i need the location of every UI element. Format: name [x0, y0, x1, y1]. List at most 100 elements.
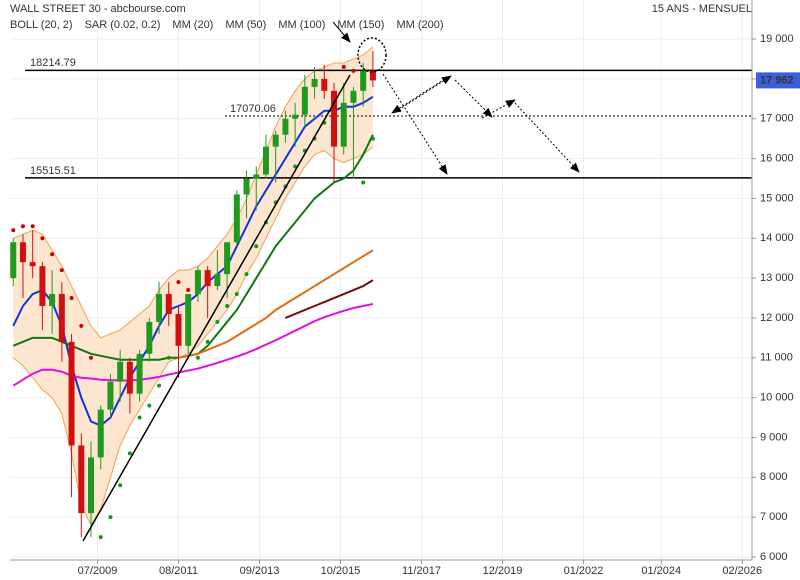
y-tick-label: 12 000: [760, 312, 794, 324]
candle-body: [301, 86, 308, 115]
x-tick-label: 01/2024: [641, 565, 681, 577]
level-label: 18214.79: [30, 57, 76, 69]
y-tick-label: 9 000: [760, 431, 788, 443]
candle-body: [97, 409, 104, 458]
x-tick-label: 09/2013: [240, 565, 280, 577]
candle-body: [243, 178, 250, 195]
candle-body: [204, 270, 211, 287]
sar-dot: [59, 268, 64, 273]
last-price-label: 17 962: [760, 74, 794, 86]
y-tick-label: 14 000: [760, 232, 794, 244]
legend-entry: BOLL (20, 2): [10, 19, 73, 31]
sar-dot: [11, 228, 16, 233]
sar-dot: [137, 415, 142, 420]
sar-dot: [341, 64, 346, 69]
legend-entry: MM (50): [225, 19, 266, 31]
sar-dot: [147, 403, 152, 408]
x-tick-label: 11/2017: [402, 565, 441, 577]
y-tick-label: 13 000: [760, 272, 794, 284]
sar-dot: [98, 535, 103, 540]
chart-subtitle: 15 ANS - MENSUEL: [652, 3, 752, 15]
candle-body: [233, 194, 240, 243]
sar-dot: [351, 68, 356, 73]
candle-body: [49, 294, 56, 306]
candle-body: [175, 313, 182, 346]
legend-entry: SAR (0.02, 0.2): [85, 19, 161, 31]
sar-dot: [127, 451, 132, 456]
candle-body: [360, 70, 367, 91]
sar-dot: [30, 224, 35, 229]
arrow: [394, 75, 452, 113]
x-tick-label: 12/2019: [483, 565, 523, 577]
sar-dot: [108, 515, 113, 520]
sar-dot: [20, 224, 25, 229]
boll-upper: [13, 46, 374, 339]
candle-body: [253, 174, 260, 179]
sar-dot: [244, 272, 249, 277]
candle-body: [68, 341, 75, 446]
candle-body: [185, 294, 192, 346]
candle-body: [214, 274, 221, 287]
sar-dot: [361, 180, 366, 185]
y-tick-label: 6 000: [760, 551, 788, 563]
candle-body: [194, 270, 201, 295]
legend-entry: MM (20): [172, 19, 213, 31]
candle-body: [165, 294, 172, 314]
sar-dot: [186, 288, 191, 293]
sar-dot: [40, 236, 45, 241]
x-tick-label: 01/2022: [564, 565, 604, 577]
candle-body: [19, 242, 26, 263]
sar-dot: [69, 296, 74, 301]
candle-body: [78, 445, 85, 514]
sar-dot: [89, 355, 94, 360]
candle-body: [88, 457, 95, 514]
y-tick-label: 7 000: [760, 511, 788, 523]
legend-entry: MM (200): [396, 19, 443, 31]
candle-body: [117, 361, 124, 382]
x-tick-label: 10/2015: [321, 565, 361, 577]
candle-body: [321, 78, 328, 91]
level-label: 17070.06: [230, 103, 276, 115]
candle-body: [126, 361, 133, 394]
sar-dot: [254, 244, 259, 249]
sar-dot: [205, 339, 210, 344]
y-tick-label: 11 000: [760, 352, 793, 364]
candle-body: [262, 146, 269, 175]
sar-dot: [225, 303, 230, 308]
candle-body: [29, 262, 36, 267]
y-tick-label: 15 000: [760, 192, 794, 204]
highlight-circle: [357, 37, 387, 73]
candle-body: [340, 102, 347, 147]
sar-dot: [176, 280, 181, 285]
candle-body: [369, 70, 376, 81]
candle-body: [224, 242, 231, 275]
x-tick-label: 02/2026: [722, 565, 762, 577]
sar-dot: [50, 252, 55, 257]
y-tick-label: 10 000: [760, 392, 794, 404]
candle-body: [156, 294, 163, 322]
plot-area: [10, 0, 752, 560]
arrow: [332, 21, 351, 43]
candle-body: [39, 266, 46, 306]
sar-dot: [79, 323, 84, 328]
sar-dot: [234, 292, 239, 297]
boll-band: [13, 47, 373, 526]
candle-body: [350, 90, 357, 103]
arrow: [454, 79, 493, 118]
candle-body: [272, 134, 279, 147]
annotations: [82, 21, 580, 542]
sar-dot: [195, 355, 200, 360]
y-tick-label: 17 000: [760, 113, 794, 125]
legend-entry: MM (100): [278, 19, 325, 31]
legend-entry: MM (150): [337, 19, 384, 31]
sar-dot: [215, 319, 220, 324]
trend-line: [82, 74, 351, 542]
moving-average: [178, 249, 374, 359]
candle-body: [146, 321, 153, 354]
sar-dot: [157, 383, 162, 388]
y-tick-label: 19 000: [760, 33, 794, 45]
sar-dot: [118, 483, 123, 488]
x-tick-label: 07/2009: [78, 565, 118, 577]
candle-body: [282, 118, 289, 135]
